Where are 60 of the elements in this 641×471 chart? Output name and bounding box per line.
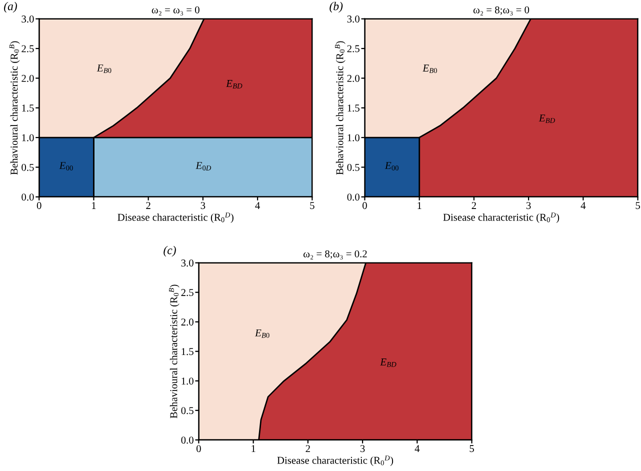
y-tick-label: 0.0: [181, 436, 194, 444]
series-label: E$_{00}$: [384, 162, 398, 170]
y-tick-label: 1.5: [348, 104, 360, 112]
y-tick-label: 2.0: [181, 318, 194, 326]
y-tick-label: 1.0: [348, 134, 360, 142]
x-tick-label: 5: [636, 202, 640, 210]
y-tick-label: 0.0: [22, 194, 34, 201]
series-label: E$_{00}$: [59, 162, 73, 170]
y-axis-title: Behavioural characteristic (R$_{0}$$^{B}$): [9, 41, 20, 175]
x-tick-label: 1: [252, 445, 256, 452]
text: (c): [164, 246, 176, 257]
series-label: E$_{0D}$: [196, 162, 212, 170]
y-tick-label: 1.0: [22, 134, 34, 142]
y-tick-label: 0.0: [347, 194, 360, 201]
y-axis-title: Behavioural characteristic (R$_{0}$$^{B}$): [169, 284, 180, 418]
y-tick-label: 3.0: [347, 16, 360, 23]
x-axis-title: Disease characteristic (R$_{0}$$^{D}$): [443, 212, 560, 223]
x-tick-label: 4: [580, 202, 586, 209]
y-tick-label: 2.5: [347, 45, 360, 52]
x-tick-label: 5: [310, 202, 314, 210]
series-label: E$_{BD}$: [538, 114, 556, 123]
x-tick-label: 0: [196, 445, 201, 452]
x-tick-label: 4: [414, 445, 420, 452]
y-tick-label: 1.0: [182, 378, 194, 385]
series-label: E$_{B0}$: [254, 329, 270, 338]
x-tick-label: 2: [306, 445, 310, 452]
y-tick-label: 2.0: [347, 74, 360, 82]
y-tick-label: 0.5: [181, 407, 194, 414]
y-tick-label: 0.5: [347, 164, 360, 171]
y-tick-label: 3.0: [22, 16, 34, 23]
text: (a): [4, 2, 18, 13]
x-axis-title: Disease characteristic (R$_{0}$$^{D}$): [118, 212, 234, 223]
x-tick-label: 2: [146, 202, 150, 209]
x-tick-label: 0: [36, 202, 42, 210]
chart-title: ω₂ = ω₃ = 0: [152, 6, 200, 16]
x-tick-label: 0: [362, 202, 367, 210]
series-label: E$_{BD}$: [226, 80, 242, 88]
y-tick-label: 2.5: [181, 289, 194, 296]
y-tick-label: 2.0: [22, 74, 34, 82]
series-label: E$_{B0}$: [96, 64, 112, 73]
x-tick-label: 5: [470, 445, 474, 452]
x-tick-label: 1: [418, 202, 422, 209]
y-tick-label: 1.5: [22, 104, 34, 112]
y-tick-label: 2.5: [22, 45, 34, 52]
x-tick-label: 4: [255, 202, 260, 209]
y-axis-title: Behavioural characteristic (R$_{0}$$^{B}$): [335, 41, 346, 175]
x-tick-label: 3: [526, 202, 531, 210]
x-tick-label: 2: [472, 202, 476, 209]
chart-title: ω₂ = 8;ω₃ = 0: [473, 6, 530, 16]
y-tick-label: 0.5: [22, 164, 34, 171]
x-axis-title: Disease characteristic (R$_{0}$$^{D}$): [277, 456, 394, 466]
y-tick-label: 1.5: [182, 348, 194, 356]
chart-title: ω₂ = 8;ω₃ = 0.2: [304, 250, 367, 260]
x-tick-label: 3: [200, 202, 206, 210]
text: (b): [330, 2, 343, 13]
y-tick-label: 3.0: [181, 260, 194, 267]
series-label: E$_{B0}$: [422, 64, 437, 73]
x-tick-label: 1: [92, 202, 96, 209]
x-tick-label: 3: [360, 445, 365, 452]
series-label: E$_{BD}$: [380, 358, 396, 367]
